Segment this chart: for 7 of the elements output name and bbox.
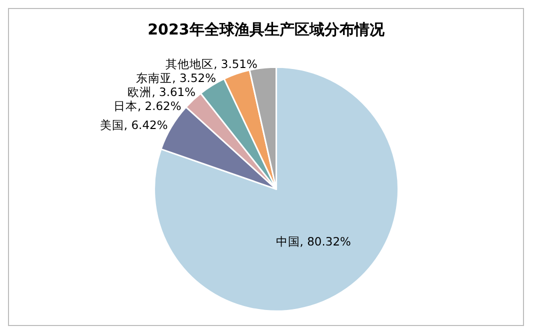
slice-label: 美国, 6.42% — [100, 118, 168, 132]
slice-label: 日本, 2.62% — [113, 98, 182, 113]
slice-label: 东南亚, 3.52% — [136, 70, 216, 85]
slice-label: 中国, 80.32% — [276, 234, 352, 248]
slice-label: 欧洲, 3.61% — [128, 84, 196, 99]
slice-label: 其他地区, 3.51% — [166, 56, 258, 71]
chart-title: 2023年全球渔具生产区域分布情况 — [148, 20, 386, 38]
